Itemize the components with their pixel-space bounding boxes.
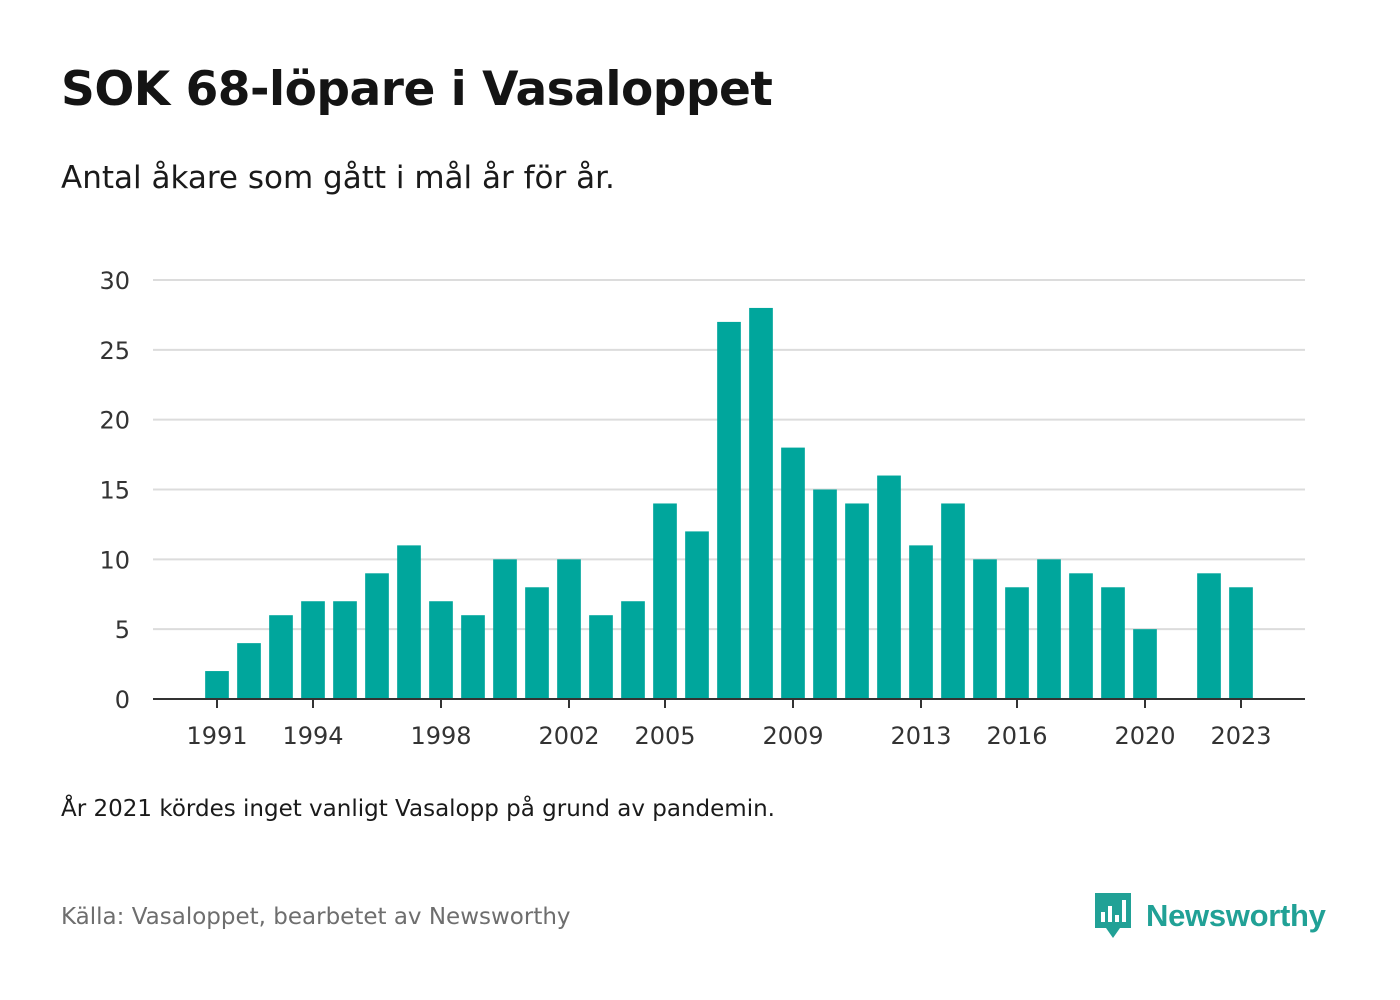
bar xyxy=(781,447,805,699)
y-axis-labels: 0 5 10 15 20 25 30 xyxy=(99,267,130,714)
bar xyxy=(685,531,709,699)
bar xyxy=(525,587,549,699)
brand-logo[interactable]: Newsworthy xyxy=(1092,890,1326,942)
bar xyxy=(1229,587,1253,699)
y-tick-label: 10 xyxy=(99,546,130,574)
bar xyxy=(1037,559,1061,699)
bar xyxy=(365,573,389,699)
bar xyxy=(845,503,869,699)
bar xyxy=(813,489,837,699)
brand-name: Newsworthy xyxy=(1146,898,1326,933)
bar xyxy=(941,503,965,699)
source-credit: Källa: Vasaloppet, bearbetet av Newswort… xyxy=(61,904,571,930)
bar xyxy=(1133,629,1157,699)
x-tick-label: 2023 xyxy=(1210,722,1271,750)
x-tick-label: 2013 xyxy=(890,722,951,750)
y-tick-label: 30 xyxy=(99,267,130,295)
y-tick-label: 0 xyxy=(115,686,130,714)
bar xyxy=(557,559,581,699)
newsworthy-logo-icon xyxy=(1095,893,1131,938)
x-tick-label: 2016 xyxy=(986,722,1047,750)
bar xyxy=(493,559,517,699)
bar xyxy=(269,615,293,699)
bar xyxy=(749,307,773,699)
bar xyxy=(1101,587,1125,699)
bar xyxy=(653,503,677,699)
y-tick-label: 20 xyxy=(99,407,130,435)
bar xyxy=(589,615,613,699)
bar xyxy=(717,321,741,699)
chart-title: SOK 68-löpare i Vasaloppet xyxy=(61,62,773,117)
bar xyxy=(429,601,453,699)
bar xyxy=(301,601,325,699)
y-tick-label: 25 xyxy=(99,337,130,365)
bar xyxy=(1197,573,1221,699)
chart-note: År 2021 kördes inget vanligt Vasalopp på… xyxy=(61,796,775,822)
x-axis-ticks xyxy=(216,699,1242,708)
bar xyxy=(973,559,997,699)
bar xyxy=(461,615,485,699)
x-tick-label: 1994 xyxy=(282,722,343,750)
x-tick-label: 1991 xyxy=(186,722,247,750)
x-tick-label: 1998 xyxy=(410,722,471,750)
x-tick-label: 2002 xyxy=(538,722,599,750)
bar xyxy=(237,643,261,699)
bars xyxy=(205,307,1253,699)
x-tick-label: 2009 xyxy=(762,722,823,750)
bar xyxy=(397,545,421,699)
y-tick-label: 15 xyxy=(99,477,130,505)
bar xyxy=(909,545,933,699)
x-axis-labels: 1991 1994 1998 2002 2005 2009 2013 2016 2020 2023 xyxy=(186,722,1271,750)
chart-subtitle: Antal åkare som gått i mål år för år. xyxy=(61,160,615,196)
bar xyxy=(1005,587,1029,699)
bar xyxy=(1069,573,1093,699)
bar xyxy=(333,601,357,699)
bar xyxy=(621,601,645,699)
bar-chart: 0 5 10 15 20 25 30 1991 1994 1998 2002 2005 2009 201… xyxy=(99,267,1305,750)
bar xyxy=(877,475,901,699)
y-tick-label: 5 xyxy=(115,616,130,644)
bar xyxy=(205,671,229,699)
x-tick-label: 2005 xyxy=(634,722,695,750)
x-tick-label: 2020 xyxy=(1114,722,1175,750)
